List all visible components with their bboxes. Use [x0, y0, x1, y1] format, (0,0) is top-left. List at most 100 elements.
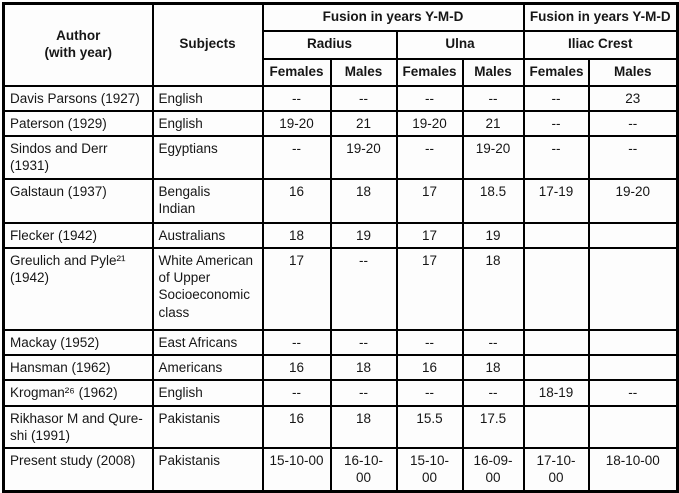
cell-radius-males: 18	[329, 354, 398, 382]
cell-ulna-females: --	[395, 135, 464, 180]
cell-radius-males: 18	[329, 177, 398, 224]
cell-radius-males: 18	[329, 404, 398, 450]
table-row: Sindos and Derr (1931) Egyptians -- 19-2…	[2, 135, 679, 180]
table-row: Paterson (1929) English 19-20 21 19-20 2…	[2, 109, 679, 138]
cell-subjects: English	[151, 84, 264, 112]
cell-ulna-males: 18	[461, 354, 525, 382]
cell-radius-females: 16	[261, 177, 332, 224]
cell-radius-females: 16	[261, 404, 332, 450]
cell-subjects: Bengalis Indian	[151, 177, 264, 224]
cell-ulna-females: --	[395, 379, 464, 407]
cell-ulna-males: --	[461, 328, 525, 357]
cell-iliac-males: 23	[587, 84, 679, 112]
cell-ulna-females: 17	[395, 177, 464, 224]
cell-subjects: English	[151, 379, 264, 407]
cell-iliac-males: 19-20	[587, 177, 679, 224]
cell-iliac-males: 18-10-00	[587, 447, 679, 493]
cell-radius-females: --	[261, 84, 332, 112]
cell-subjects: Egyptians	[151, 135, 264, 180]
cell-radius-females: --	[261, 135, 332, 180]
cell-ulna-males: 17.5	[461, 404, 525, 450]
cell-ulna-males: 16-09-00	[461, 447, 525, 493]
header-fusion-radius-ulna: Fusion in years Y-M-D	[261, 2, 525, 32]
cell-subjects: East Africans	[151, 328, 264, 357]
header-row-1: Author (with year) Subjects Fusion in ye…	[2, 2, 679, 87]
cell-ulna-females: 16	[395, 354, 464, 382]
cell-iliac-females: --	[522, 84, 590, 112]
cell-radius-males: --	[329, 379, 398, 407]
cell-ulna-males: 19	[461, 221, 525, 249]
table-row: Hansman (1962) Americans 16 18 16 18	[2, 354, 679, 382]
cell-subjects: English	[151, 109, 264, 138]
cell-author: Krogman²⁶ (1962)	[2, 379, 154, 407]
header-subjects: Subjects	[151, 2, 264, 87]
cell-radius-females: 17	[261, 246, 332, 331]
header-row-3: Females Males Females Males Females Male…	[4, 57, 679, 87]
header-iliac-crest: Iliac Crest	[522, 29, 679, 60]
table-row: Present study (2008) Pakistanis 15-10-00…	[2, 447, 679, 493]
cell-radius-females: 19-20	[261, 109, 332, 138]
cell-ulna-females: 19-20	[395, 109, 464, 138]
header-fusion-iliac: Fusion in years Y-M-D	[522, 2, 679, 32]
cell-ulna-females: 17	[395, 246, 464, 331]
cell-iliac-females: 18-19	[522, 379, 590, 407]
table-row: Flecker (1942) Australians 18 19 17 19	[2, 221, 679, 249]
cell-iliac-males	[587, 246, 679, 331]
cell-author: Rikhasor M and Qure- shi (1991)	[2, 404, 154, 450]
header-radius-females: Females	[261, 57, 332, 87]
cell-author: Present study (2008)	[2, 447, 154, 493]
header-author: Author (with year)	[2, 2, 154, 87]
cell-radius-males: 21	[329, 109, 398, 138]
cell-subjects: Americans	[151, 354, 264, 382]
cell-author: Paterson (1929)	[2, 109, 154, 138]
table-row: Mackay (1952) East Africans -- -- -- --	[2, 328, 679, 357]
cell-radius-females: --	[261, 328, 332, 357]
header-radius-males: Males	[329, 57, 398, 87]
cell-radius-females: --	[261, 379, 332, 407]
cell-iliac-males: --	[587, 379, 679, 407]
cell-iliac-males	[587, 354, 679, 382]
cell-ulna-females: 15.5	[395, 404, 464, 450]
header-ulna-females: Females	[395, 57, 464, 87]
cell-author: Greulich and Pyle²¹ (1942)	[2, 246, 154, 331]
cell-author: Galstaun (1937)	[2, 177, 154, 224]
header-ulna: Ulna	[395, 29, 525, 60]
header-ulna-males: Males	[461, 57, 525, 87]
cell-radius-females: 18	[261, 221, 332, 249]
table-row: Greulich and Pyle²¹ (1942) White America…	[2, 246, 679, 331]
cell-subjects: Australians	[151, 221, 264, 249]
header-radius: Radius	[261, 29, 398, 60]
cell-iliac-females: --	[522, 135, 590, 180]
cell-radius-males: 16-10-00	[329, 447, 398, 493]
cell-radius-males: --	[329, 246, 398, 331]
cell-ulna-females: --	[395, 328, 464, 357]
cell-iliac-females	[522, 328, 590, 357]
cell-author: Davis Parsons (1927)	[2, 84, 154, 112]
cell-author: Hansman (1962)	[2, 354, 154, 382]
cell-iliac-females: --	[522, 109, 590, 138]
cell-ulna-males: --	[461, 84, 525, 112]
cell-iliac-females	[522, 354, 590, 382]
table-row: Krogman²⁶ (1962) English -- -- -- -- 18-…	[2, 379, 679, 407]
cell-subjects: Pakistanis	[151, 447, 264, 493]
cell-iliac-males	[587, 404, 679, 450]
cell-radius-females: 15-10-00	[261, 447, 332, 493]
cell-radius-males: 19	[329, 221, 398, 249]
header-iliac-males: Males	[587, 57, 679, 87]
cell-iliac-males	[587, 221, 679, 249]
cell-iliac-females: 17-10-00	[522, 447, 590, 493]
cell-radius-males: 19-20	[329, 135, 398, 180]
cell-author: Flecker (1942)	[2, 221, 154, 249]
table-row: Rikhasor M and Qure- shi (1991) Pakistan…	[2, 404, 679, 450]
cell-radius-females: 16	[261, 354, 332, 382]
cell-ulna-females: 15-10-00	[395, 447, 464, 493]
cell-ulna-males: 21	[461, 109, 525, 138]
cell-iliac-females	[522, 221, 590, 249]
cell-radius-males: --	[329, 328, 398, 357]
cell-iliac-males: --	[587, 135, 679, 180]
cell-subjects: White American of Upper Socioeconomic cl…	[151, 246, 264, 331]
cell-radius-males: --	[329, 84, 398, 112]
table-row: Davis Parsons (1927) English -- -- -- --…	[2, 84, 679, 112]
cell-subjects: Pakistanis	[151, 404, 264, 450]
